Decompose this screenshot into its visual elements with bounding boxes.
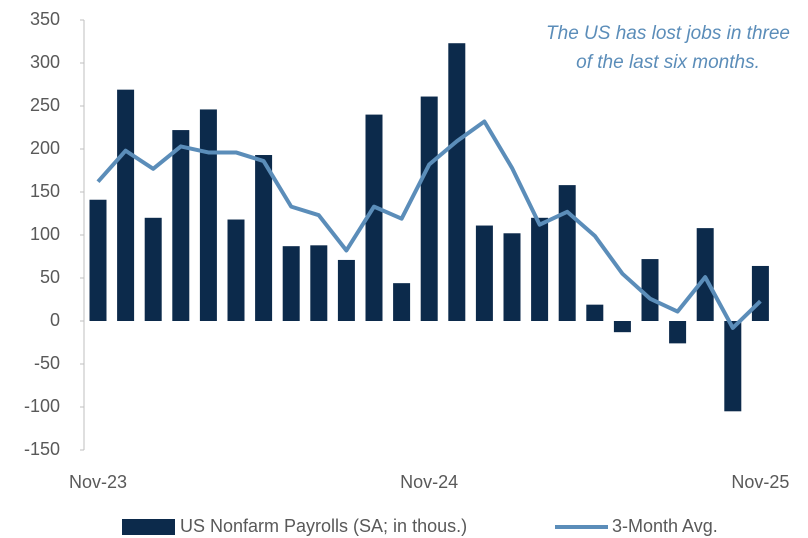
x-tick-label: Nov-24 — [400, 472, 458, 492]
legend-label: 3-Month Avg. — [612, 516, 718, 536]
y-tick-label: -150 — [24, 439, 60, 459]
bar — [227, 219, 245, 321]
bar — [393, 283, 411, 321]
bar — [475, 225, 493, 321]
y-tick-label: 250 — [30, 95, 60, 115]
y-tick-label: -50 — [34, 353, 60, 373]
x-tick-label: Nov-25 — [731, 472, 789, 492]
bar — [613, 321, 631, 333]
bar — [172, 130, 190, 321]
x-tick-label: Nov-23 — [69, 472, 127, 492]
bar — [586, 304, 604, 321]
bar — [669, 321, 687, 344]
bar — [255, 155, 273, 321]
bar — [641, 259, 659, 321]
bar — [337, 259, 355, 321]
annotation: of the last six months. — [576, 52, 760, 73]
bar — [724, 321, 742, 412]
y-tick-label: 150 — [30, 181, 60, 201]
bar — [503, 233, 521, 321]
bar — [310, 245, 328, 321]
y-tick-label: -100 — [24, 396, 60, 416]
bar — [558, 185, 576, 321]
bar — [365, 114, 383, 321]
bar — [696, 228, 714, 321]
bar — [420, 96, 438, 321]
annotation: The US has lost jobs in three — [546, 23, 790, 44]
bar — [448, 43, 466, 321]
y-tick-label: 50 — [40, 267, 60, 287]
y-tick-label: 200 — [30, 138, 60, 158]
legend-label: US Nonfarm Payrolls (SA; in thous.) — [180, 516, 467, 536]
y-tick-label: 300 — [30, 52, 60, 72]
bar — [751, 265, 769, 321]
line — [96, 119, 762, 330]
y-tick-label: 350 — [30, 9, 60, 29]
bar — [144, 217, 162, 321]
bar — [531, 217, 549, 321]
bar — [89, 199, 107, 321]
y-tick-label: 100 — [30, 224, 60, 244]
y-tick-label: 0 — [50, 310, 60, 330]
bar — [117, 89, 135, 321]
bar — [282, 246, 300, 321]
legend-swatch — [122, 519, 175, 535]
bar — [199, 109, 217, 321]
